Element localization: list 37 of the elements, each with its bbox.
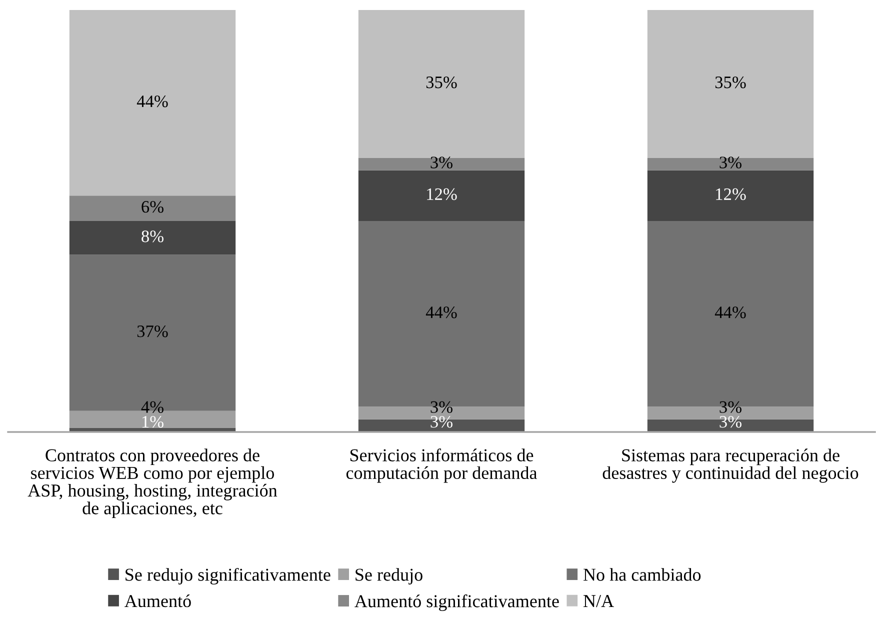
x-tick-label: Servicios informáticos de computación por demanda: [346, 448, 538, 483]
legend-label: Aumentó: [124, 594, 191, 608]
data-label: 44%: [714, 306, 746, 318]
data-label: 12%: [427, 188, 457, 200]
legend-label: No ha cambiado: [583, 568, 701, 581]
bar: [358, 170, 525, 221]
data-label: 6%: [142, 200, 164, 213]
data-label: 44%: [136, 95, 168, 108]
bar: [69, 221, 236, 255]
data-label: 12%: [716, 188, 746, 200]
data-label: 3%: [430, 416, 452, 428]
legend-label: Se redujo significativamente: [126, 568, 330, 585]
data-label: 4%: [141, 401, 164, 413]
data-label: 3%: [430, 156, 452, 168]
bar: [647, 170, 814, 221]
data-label: 3%: [720, 401, 742, 413]
legend-label: Aumentó significativamente: [354, 594, 559, 612]
bar: [647, 10, 814, 158]
data-label: 3%: [720, 416, 742, 428]
bar: [647, 158, 814, 170]
data-label: 35%: [426, 76, 457, 88]
data-label: 3%: [430, 401, 452, 413]
bar: [69, 254, 236, 411]
data-label: 35%: [715, 76, 746, 88]
bar: [69, 196, 236, 221]
data-label: 1%: [142, 416, 164, 428]
data-label: 37%: [137, 325, 168, 338]
bar: [69, 10, 236, 196]
legend-label: N/A: [583, 595, 614, 608]
bar: [358, 10, 525, 158]
data-label: 44%: [426, 306, 457, 318]
x-tick-label: Sistemas para recuperación de desastres y continuidad del negocio: [602, 448, 858, 483]
bar: [358, 158, 525, 170]
legend-label: Se redujo: [356, 568, 422, 584]
data-label: 8%: [142, 230, 164, 242]
x-tick-label: Contratos con proveedores de servicios WEB como por ejemplo ASP, housing, hosting, integración de aplicaciones, etc: [28, 448, 278, 518]
data-label: 3%: [720, 156, 742, 168]
